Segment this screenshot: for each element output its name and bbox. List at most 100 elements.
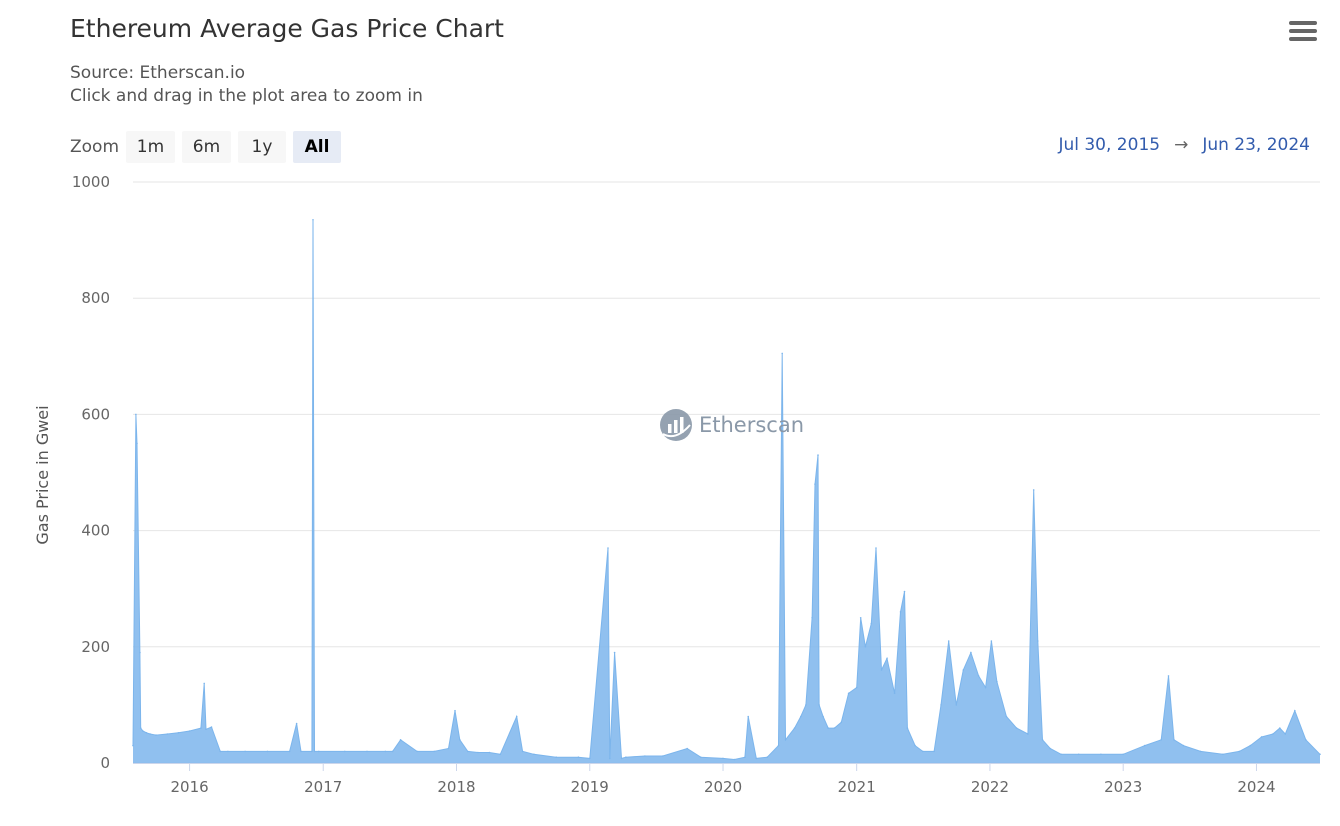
data-point	[132, 744, 134, 747]
data-point	[977, 675, 980, 677]
data-point	[1060, 753, 1062, 756]
data-point	[1279, 727, 1281, 729]
data-point	[1032, 489, 1035, 491]
data-point	[1305, 739, 1307, 741]
data-point	[1077, 753, 1080, 756]
data-point	[805, 704, 807, 706]
x-tick-label: 2021	[838, 778, 876, 796]
data-point	[781, 352, 783, 355]
data-points	[132, 219, 1321, 761]
zoom-6m-button[interactable]: 6m	[182, 131, 231, 163]
data-point	[970, 651, 972, 654]
data-point	[903, 590, 906, 593]
x-tick-label: 2020	[704, 778, 742, 796]
data-point	[625, 756, 627, 758]
data-point	[644, 755, 646, 757]
data-point	[1143, 744, 1146, 747]
zoom-1m-button[interactable]: 1m	[126, 131, 175, 163]
y-axis-title: Gas Price in Gwei	[33, 405, 52, 544]
data-point	[1122, 753, 1124, 756]
data-point	[1238, 750, 1241, 753]
data-point	[1284, 733, 1287, 735]
data-point	[384, 750, 387, 753]
data-point	[136, 442, 138, 445]
data-point	[295, 722, 298, 725]
data-point	[366, 750, 368, 753]
data-point	[311, 750, 313, 753]
data-point	[1294, 709, 1296, 712]
data-point	[933, 750, 935, 753]
data-point	[399, 739, 402, 741]
data-point	[793, 727, 796, 729]
data-point	[1173, 739, 1175, 741]
data-point	[488, 751, 491, 754]
data-point	[940, 704, 942, 706]
data-point	[914, 744, 916, 747]
data-point	[145, 732, 148, 734]
zoom-label: Zoom	[70, 137, 120, 157]
date-range-arrow: →	[1174, 135, 1189, 155]
data-point	[135, 413, 137, 416]
data-point	[1319, 753, 1321, 756]
data-point	[1160, 739, 1162, 741]
y-tick-label: 400	[81, 522, 110, 540]
data-point	[515, 715, 518, 718]
x-tick-label: 2016	[170, 778, 208, 796]
data-point	[1100, 753, 1102, 756]
data-point	[766, 756, 768, 758]
data-point	[1199, 750, 1202, 753]
data-point	[859, 617, 862, 619]
data-point	[577, 756, 580, 758]
hamburger-menu-icon[interactable]	[1289, 21, 1317, 43]
y-tick-label: 800	[81, 289, 110, 307]
data-point	[1249, 744, 1252, 747]
data-point	[318, 750, 320, 753]
x-tick-label: 2017	[304, 778, 342, 796]
data-point	[800, 715, 802, 718]
y-tick-label: 600	[81, 405, 110, 423]
data-point	[686, 747, 688, 750]
data-point	[1167, 675, 1170, 677]
data-point	[1049, 747, 1051, 750]
data-point	[589, 757, 591, 760]
data-point	[1182, 744, 1185, 747]
data-point	[733, 758, 736, 761]
data-point	[266, 750, 269, 753]
data-point	[893, 692, 896, 695]
data-point	[922, 750, 924, 753]
data-point	[244, 750, 246, 753]
data-point	[166, 733, 169, 735]
data-point	[155, 734, 157, 736]
x-tick-label: 2022	[971, 778, 1009, 796]
data-point	[467, 750, 469, 753]
data-point	[1041, 739, 1044, 741]
data-point	[984, 686, 987, 689]
data-point	[818, 704, 820, 706]
data-point	[755, 757, 758, 760]
chart-title: Ethereum Average Gas Price Chart	[70, 14, 504, 43]
y-axis-labels: 0 200 400 600 800 1000	[72, 173, 110, 772]
date-from-input[interactable]: Jul 30, 2015	[1058, 135, 1161, 155]
data-point	[219, 750, 222, 753]
data-point	[613, 651, 616, 654]
date-to-input[interactable]: Jun 23, 2024	[1202, 135, 1310, 155]
zoom-1y-button[interactable]: 1y	[238, 131, 286, 163]
chart-subtitle: Source: Etherscan.io Click and drag in t…	[70, 62, 423, 108]
data-point	[139, 727, 142, 729]
data-point	[996, 680, 998, 683]
data-point	[962, 669, 965, 671]
zoom-all-button[interactable]: All	[293, 131, 341, 163]
data-point	[177, 732, 180, 734]
data-point	[899, 611, 902, 613]
data-point	[880, 669, 883, 671]
data-point	[722, 757, 724, 760]
data-point	[416, 750, 418, 753]
data-point	[855, 686, 858, 689]
data-point	[391, 750, 394, 753]
data-point	[477, 751, 479, 754]
data-point	[1260, 736, 1263, 738]
data-point	[990, 640, 993, 642]
data-point	[811, 617, 813, 619]
data-point	[955, 704, 958, 706]
